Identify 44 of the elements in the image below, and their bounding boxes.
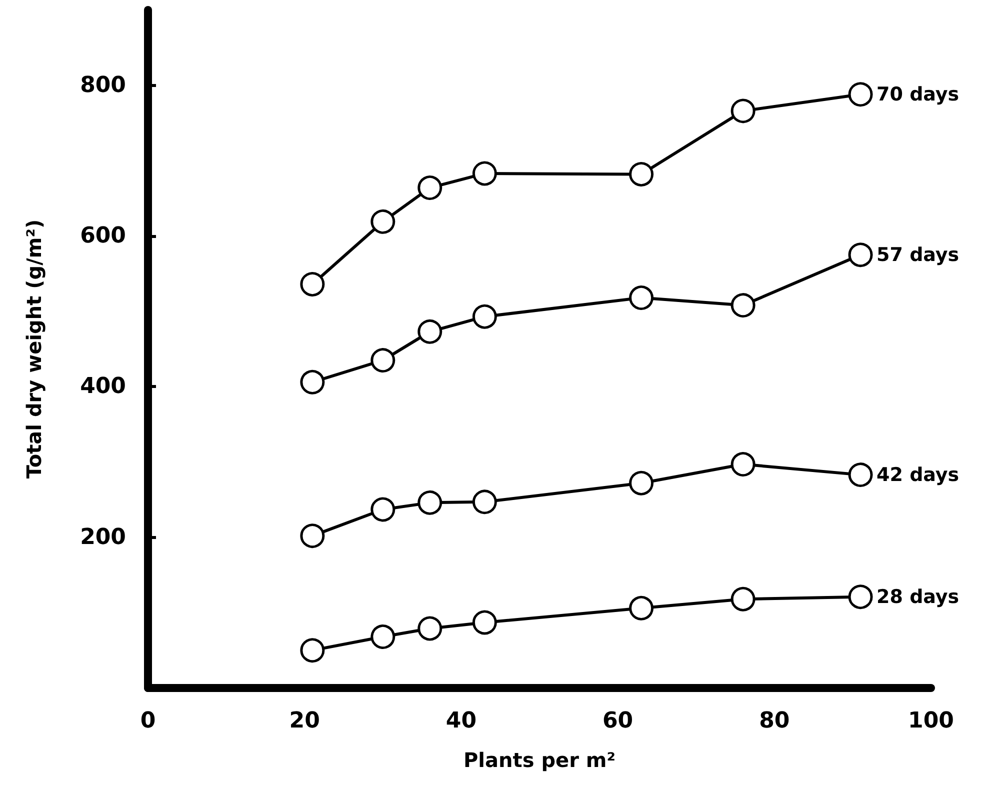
point	[472, 490, 497, 514]
point	[730, 293, 756, 318]
x-tick-label: 20	[289, 708, 320, 734]
point	[848, 584, 873, 610]
point	[300, 272, 325, 296]
point	[730, 452, 756, 477]
y-tick-label: 200	[80, 524, 126, 550]
point	[370, 624, 396, 650]
point	[730, 98, 756, 124]
point	[629, 470, 654, 496]
x-tick-label: 80	[759, 708, 790, 734]
point	[848, 462, 873, 488]
x-axis-title: Plants per m²	[464, 748, 616, 772]
point	[472, 161, 497, 186]
point	[370, 348, 396, 373]
x-tick-label: 40	[446, 708, 477, 734]
point	[629, 596, 654, 620]
x-tick-label: 0	[140, 708, 156, 734]
point	[300, 370, 325, 394]
series-label: 28 days	[876, 586, 960, 608]
y-tick-label: 600	[80, 224, 126, 248]
point	[418, 490, 442, 515]
point	[629, 162, 654, 186]
series-label: 70 days	[876, 83, 960, 106]
series-label: 57 days	[876, 244, 960, 266]
point	[472, 304, 497, 329]
point	[370, 497, 396, 522]
point	[300, 524, 325, 548]
x-tick-label: 100	[908, 708, 954, 734]
point	[370, 209, 396, 234]
point	[418, 319, 442, 344]
x-tick-label: 60	[602, 708, 634, 734]
point	[848, 242, 873, 268]
point	[472, 610, 497, 635]
point	[629, 286, 654, 310]
point	[418, 176, 442, 200]
point	[300, 638, 325, 663]
y-tick-label: 400	[80, 374, 126, 400]
series-label: 42 days	[876, 464, 960, 486]
point	[730, 586, 756, 612]
point	[848, 82, 873, 107]
y-tick-label: 800	[80, 72, 126, 98]
y-axis-title: Total dry weight (g/m²)	[22, 219, 46, 479]
point	[418, 616, 442, 641]
